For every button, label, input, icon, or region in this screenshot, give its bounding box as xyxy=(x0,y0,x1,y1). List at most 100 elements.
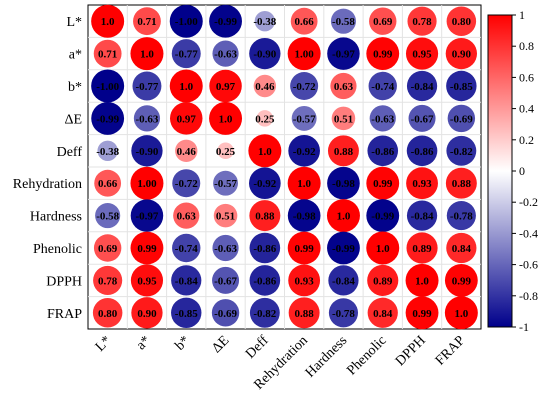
correlation-value-label: 0.71 xyxy=(98,49,117,61)
correlation-value-label: -0.84 xyxy=(175,275,198,287)
correlation-value-label: -0.97 xyxy=(332,49,355,61)
correlation-value-label: 0.99 xyxy=(412,308,432,320)
correlation-circle xyxy=(327,231,360,265)
correlation-circle xyxy=(366,231,400,265)
correlation-circle xyxy=(327,135,359,167)
correlation-circle xyxy=(406,232,438,264)
correlation-circle xyxy=(447,104,476,133)
correlation-value-label: 0.69 xyxy=(373,16,393,28)
colorbar-tick-label: 0 xyxy=(519,164,525,178)
correlation-circle xyxy=(406,200,438,231)
correlation-value-label: -0.84 xyxy=(411,81,434,93)
correlation-value-label: -0.86 xyxy=(253,275,276,287)
correlation-circle xyxy=(444,296,478,330)
correlation-value-label: -0.63 xyxy=(214,49,237,61)
correlation-circle xyxy=(249,37,281,70)
correlation-value-label: 0.25 xyxy=(216,146,236,158)
correlation-value-label: 0.51 xyxy=(334,113,353,125)
correlation-circle xyxy=(212,266,240,294)
correlation-value-label: 0.63 xyxy=(177,211,197,223)
correlation-value-label: 1.0 xyxy=(219,113,233,125)
correlation-circle xyxy=(249,297,280,328)
correlation-circle xyxy=(249,232,281,264)
colorbar-tick-label: -1 xyxy=(519,320,529,334)
correlation-value-label: 0.89 xyxy=(412,243,432,255)
correlation-value-label: 0.80 xyxy=(452,16,472,28)
correlation-circle xyxy=(130,166,164,200)
correlation-circle xyxy=(368,71,397,101)
correlation-circle xyxy=(405,296,439,330)
correlation-circle xyxy=(249,265,281,296)
correlation-circle xyxy=(405,37,439,70)
correlation-value-label: 0.89 xyxy=(373,275,393,287)
correlation-circle xyxy=(212,234,239,262)
correlation-value-label: 0.46 xyxy=(177,146,197,158)
colorbar-tick-label: 0.2 xyxy=(519,133,534,147)
row-label: Hardness xyxy=(30,210,82,225)
column-label: ΔE xyxy=(209,333,232,356)
correlation-circle xyxy=(130,37,164,71)
correlation-circle xyxy=(131,135,163,167)
correlation-circle xyxy=(366,37,400,71)
correlation-value-label: -0.67 xyxy=(214,275,237,287)
correlation-value-label: -0.99 xyxy=(332,243,355,255)
correlation-value-label: -0.78 xyxy=(332,308,355,320)
correlation-value-label: 1.0 xyxy=(415,275,429,287)
correlation-value-label: -0.86 xyxy=(253,243,276,255)
correlation-value-label: -0.77 xyxy=(175,49,198,61)
correlation-value-label: 0.88 xyxy=(334,146,354,158)
correlation-circle xyxy=(95,203,121,229)
correlation-circle xyxy=(212,40,239,67)
correlation-value-label: 0.71 xyxy=(137,16,156,28)
row-label: Deff xyxy=(57,145,83,160)
correlation-circle xyxy=(287,231,321,265)
correlation-circle xyxy=(133,105,161,132)
correlation-value-label: 0.25 xyxy=(255,113,275,125)
correlation-circle xyxy=(328,298,359,328)
correlation-value-label: -0.72 xyxy=(293,81,316,93)
correlation-circle xyxy=(406,70,438,102)
correlation-circle xyxy=(367,135,399,167)
correlation-value-label: 0.95 xyxy=(137,275,157,287)
correlation-value-label: -0.99 xyxy=(371,211,394,223)
correlation-circle xyxy=(172,169,201,198)
correlation-value-label: -0.58 xyxy=(332,16,355,28)
correlation-circle xyxy=(131,297,163,329)
correlation-value-label: 0.97 xyxy=(177,113,197,125)
correlation-value-label: -0.90 xyxy=(253,49,276,61)
correlation-circle xyxy=(248,134,282,168)
correlation-circle xyxy=(91,69,125,103)
column-label: b* xyxy=(173,333,194,354)
correlation-circle xyxy=(256,110,274,127)
correlation-circle xyxy=(94,169,122,197)
correlation-value-label: 0.99 xyxy=(373,49,393,61)
correlation-value-label: 1.0 xyxy=(297,178,311,190)
correlation-circle xyxy=(130,264,164,297)
correlation-value-label: 0.63 xyxy=(334,81,354,93)
correlation-value-label: -0.86 xyxy=(371,146,394,158)
correlation-circle xyxy=(171,297,202,329)
row-label: a* xyxy=(69,48,82,63)
correlation-value-label: 0.78 xyxy=(412,16,432,28)
correlation-value-label: 0.51 xyxy=(216,211,235,223)
row-label: Rehydration xyxy=(13,177,82,192)
correlation-circle xyxy=(328,265,359,296)
correlation-value-label: 0.88 xyxy=(295,308,315,320)
correlation-value-label: 0.99 xyxy=(373,178,393,190)
column-label: L* xyxy=(93,333,115,355)
correlation-value-label: -0.99 xyxy=(96,113,119,125)
colorbar-tick-label: -0.8 xyxy=(519,289,538,303)
correlation-value-label: -0.57 xyxy=(293,113,316,125)
correlation-value-label: -0.90 xyxy=(135,146,158,158)
correlation-circle xyxy=(288,297,320,329)
correlation-circle xyxy=(213,170,239,196)
correlation-value-label: 0.88 xyxy=(255,211,275,223)
correlation-circle xyxy=(287,199,321,232)
correlation-circle xyxy=(406,135,438,167)
correlation-circle xyxy=(406,167,438,200)
correlation-circle xyxy=(446,201,476,231)
correlation-value-label: 0.69 xyxy=(98,243,118,255)
correlation-circle xyxy=(366,166,400,200)
correlation-value-label: 0.46 xyxy=(255,81,275,93)
